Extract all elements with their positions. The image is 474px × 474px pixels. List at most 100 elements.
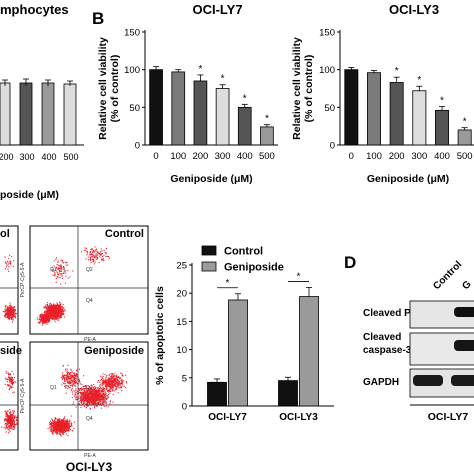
flow-dot	[6, 264, 8, 266]
flow-dot	[89, 403, 91, 405]
flow-dot	[43, 322, 45, 324]
flow-dot	[66, 376, 68, 378]
flow-dot	[93, 250, 95, 252]
flow-dot	[93, 392, 95, 394]
flow-dot	[38, 322, 40, 324]
flow-dot	[46, 305, 48, 307]
flow-dot	[85, 398, 87, 400]
flow-dot	[14, 310, 16, 312]
flow-dot	[6, 306, 8, 308]
flow-dot	[48, 306, 50, 308]
flow-dot	[7, 309, 9, 311]
flow-dot	[64, 374, 66, 376]
flow-dot	[101, 378, 103, 380]
flow-dot	[102, 379, 104, 381]
flow-dot	[94, 399, 96, 401]
flow-dot	[96, 397, 98, 399]
y-tick-label: 0	[330, 141, 335, 152]
flow-dot	[107, 256, 109, 258]
flow-dot	[7, 410, 9, 412]
flow-dot	[93, 249, 95, 251]
flow-dot	[67, 378, 69, 380]
flow-dot	[83, 399, 85, 401]
flow-dot	[61, 428, 63, 430]
flow-dot	[76, 374, 78, 376]
flow-dot	[5, 379, 7, 381]
flow-dot	[108, 384, 110, 386]
bar	[228, 299, 248, 407]
flow-dot	[59, 423, 61, 425]
flow-dot	[57, 421, 59, 423]
flow-dot	[112, 377, 114, 379]
flow-dot	[61, 267, 63, 269]
flow-dot	[60, 268, 62, 270]
flow-dot	[100, 392, 102, 394]
flow-dot	[9, 374, 11, 376]
flow-dot	[93, 388, 95, 390]
flow-dot	[46, 306, 48, 308]
flow-dot	[95, 402, 97, 404]
x-tick-label: 500	[259, 151, 275, 162]
flow-dot	[50, 313, 52, 315]
flow-dot	[41, 317, 43, 319]
flow-dot	[52, 422, 54, 424]
flow-dot	[102, 397, 104, 399]
flow-dot	[107, 383, 109, 385]
x-axis-label: Geniposide (μM)	[367, 173, 449, 185]
flow-dot	[9, 409, 11, 411]
flow-dot	[63, 426, 65, 428]
panel-a-xtick: 500	[63, 152, 78, 162]
flow-dot	[94, 251, 96, 253]
flow-dot	[10, 313, 12, 315]
flow-dot	[91, 403, 93, 405]
flow-dot	[91, 248, 93, 250]
flow-dot	[7, 372, 9, 374]
flow-dot	[5, 419, 7, 421]
flow-dot	[12, 313, 14, 315]
flow-dot	[102, 400, 104, 402]
flow-dot	[46, 315, 48, 317]
flow-dot	[8, 421, 10, 423]
flow-dot	[97, 403, 99, 405]
flow-dot	[57, 420, 59, 422]
flow-dot	[9, 430, 11, 432]
flow-dot	[87, 389, 89, 391]
flow-dot	[47, 306, 49, 308]
flow-dot	[109, 376, 111, 378]
flow-dot	[87, 397, 89, 399]
flow-dot	[112, 382, 114, 384]
flow-dot	[70, 383, 72, 385]
flow-dot	[52, 305, 54, 307]
flow-dot	[122, 382, 124, 384]
flow-dot	[105, 379, 107, 381]
flow-dot	[55, 305, 57, 307]
flow-dot	[78, 388, 80, 390]
flow-dot	[7, 313, 9, 315]
flow-dot	[93, 401, 95, 403]
flow-dot	[4, 309, 6, 311]
flow-dot	[111, 373, 113, 375]
flow-dot	[39, 315, 41, 317]
flow-dot	[50, 429, 52, 431]
flow-dot	[10, 426, 12, 428]
flow-dot	[111, 377, 113, 379]
x-axis-label: Geniposide (μM)	[170, 173, 252, 185]
flow-dot	[95, 397, 97, 399]
flow-dot	[106, 375, 108, 377]
flow-dot	[44, 320, 46, 322]
flow-dot	[62, 419, 64, 421]
flow-dot	[92, 390, 94, 392]
flow-dot	[85, 387, 87, 389]
flow-dot	[54, 427, 56, 429]
flow-dot	[16, 419, 18, 421]
flow-dots	[36, 246, 110, 326]
flow-dot	[52, 428, 54, 430]
flow-dot	[101, 388, 103, 390]
flow-dot	[9, 422, 11, 424]
flow-dot	[50, 315, 52, 317]
flow-dot	[96, 250, 98, 252]
flow-dot	[64, 309, 66, 311]
flow-dot	[58, 267, 60, 269]
flow-dot	[11, 425, 13, 427]
flow-dot	[102, 376, 104, 378]
